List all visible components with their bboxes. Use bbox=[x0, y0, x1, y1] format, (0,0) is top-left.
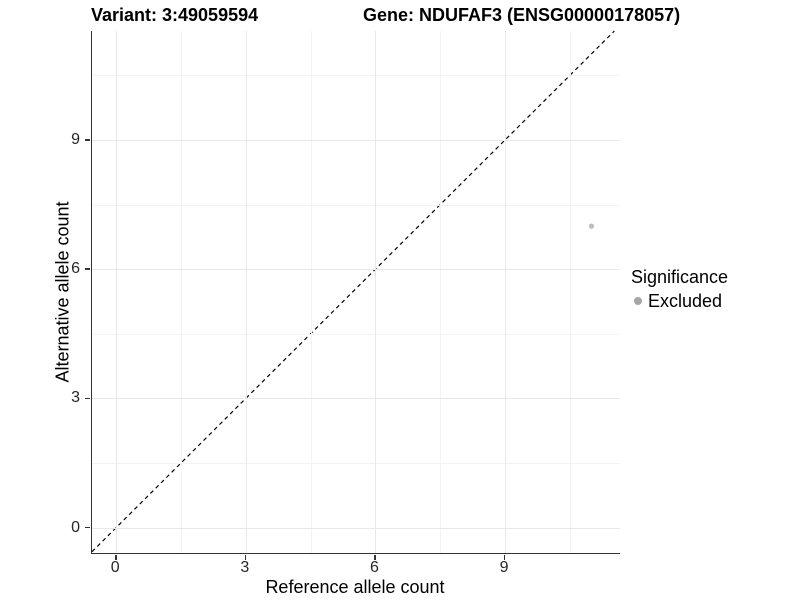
x-axis-tick bbox=[504, 554, 506, 560]
legend-item-label: Excluded bbox=[648, 291, 723, 311]
legend: Significance Excluded bbox=[631, 266, 728, 312]
major-gridline-x bbox=[245, 31, 247, 553]
minor-gridline-x bbox=[569, 31, 571, 553]
major-gridline-y bbox=[92, 527, 620, 529]
y-axis-tick bbox=[85, 526, 90, 529]
data-point bbox=[588, 223, 595, 229]
major-gridline-y bbox=[92, 269, 620, 271]
minor-gridline-x bbox=[310, 31, 312, 553]
x-axis-tick bbox=[115, 554, 117, 560]
y-axis-label: Alternative allele count bbox=[52, 201, 73, 383]
minor-gridline-y bbox=[92, 75, 620, 77]
x-axis-tick-label: 0 bbox=[110, 559, 120, 576]
x-axis-tick-label: 6 bbox=[369, 559, 379, 576]
y-axis-tick bbox=[85, 397, 90, 400]
y-axis-tick-label: 0 bbox=[71, 518, 80, 536]
legend-item-excluded: Excluded bbox=[631, 290, 728, 312]
minor-gridline-x bbox=[181, 31, 182, 553]
x-axis-tick-label: 9 bbox=[499, 559, 509, 576]
y-axis-tick-label: 9 bbox=[71, 130, 80, 148]
major-gridline-y bbox=[92, 139, 620, 141]
minor-gridline-y bbox=[92, 204, 620, 206]
major-gridline-x bbox=[375, 31, 377, 553]
y-axis-tick bbox=[85, 268, 90, 270]
legend-title: Significance bbox=[631, 267, 729, 287]
y-axis-tick-label: 6 bbox=[71, 260, 80, 278]
x-axis-label: Reference allele count bbox=[265, 577, 445, 597]
major-gridline-y bbox=[92, 398, 620, 400]
legend-point-icon bbox=[634, 297, 642, 305]
y-axis-tick bbox=[85, 139, 90, 141]
x-axis-tick bbox=[374, 554, 376, 560]
major-gridline-x bbox=[116, 31, 118, 553]
minor-gridline-y bbox=[92, 462, 620, 464]
plot-panel bbox=[91, 30, 620, 554]
plot-title-variant: Variant: 3:49059594 bbox=[91, 5, 259, 25]
x-axis-tick bbox=[244, 554, 247, 560]
minor-gridline-x bbox=[440, 31, 442, 553]
y-axis-tick-label: 3 bbox=[71, 389, 80, 407]
minor-gridline-y bbox=[92, 333, 620, 335]
identity-reference-line bbox=[91, 30, 615, 553]
major-gridline-x bbox=[505, 31, 507, 553]
x-axis-tick-label: 3 bbox=[240, 559, 250, 576]
plot-canvas bbox=[91, 30, 615, 553]
plot-title-gene: Gene: NDUFAF3 (ENSG00000178057) bbox=[363, 5, 681, 25]
